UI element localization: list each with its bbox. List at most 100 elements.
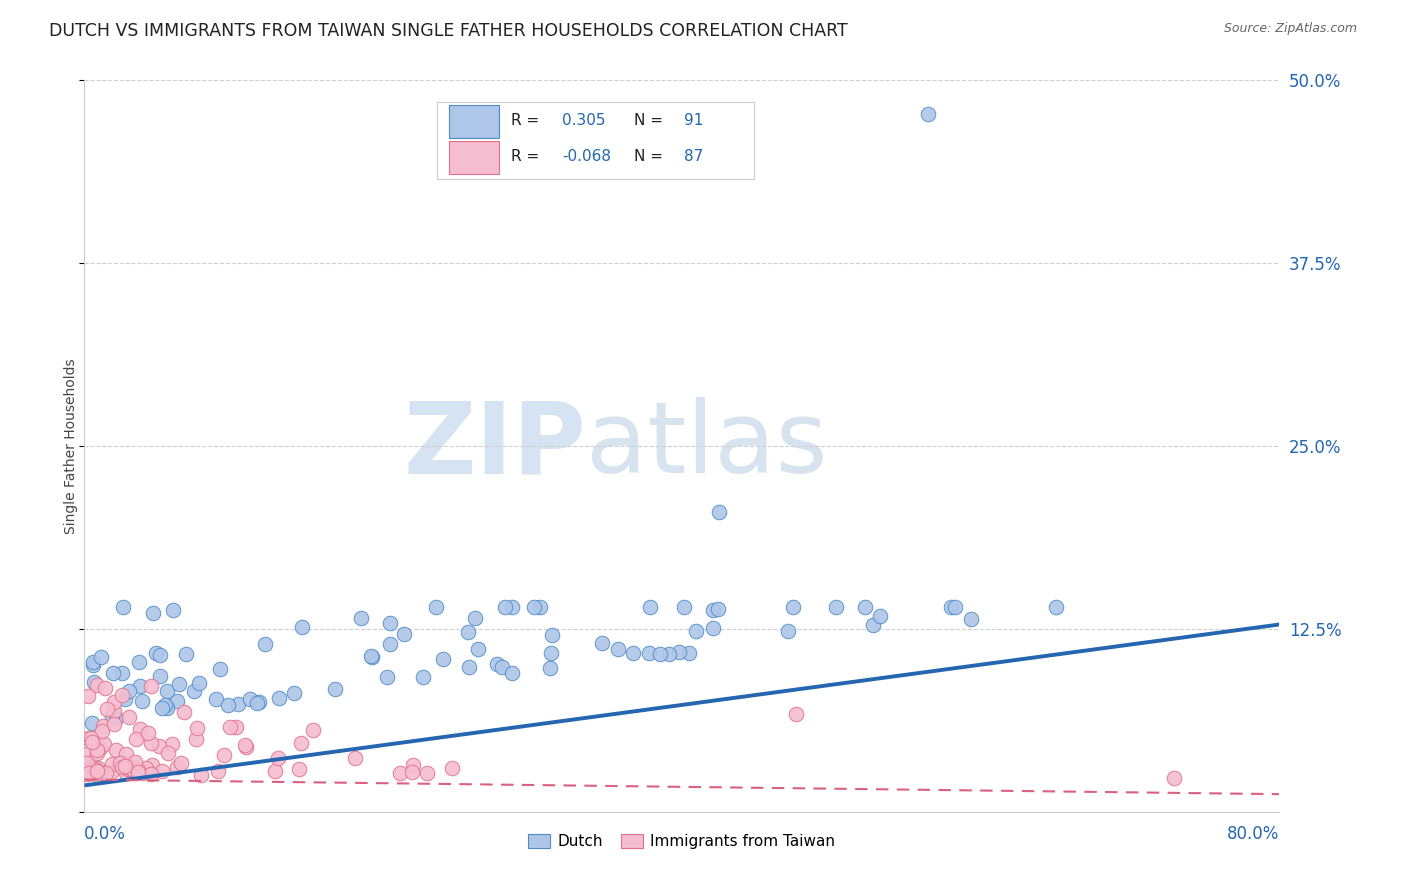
Point [76, 763, 98, 777]
Point [486, 657, 509, 671]
Point [124, 755, 146, 769]
Point [186, 732, 208, 747]
Point [166, 760, 188, 774]
Point [76, 764, 98, 779]
Point [124, 760, 146, 774]
Point [86, 678, 108, 692]
Point [412, 670, 434, 684]
Point [120, 763, 142, 777]
Point [349, 611, 371, 625]
Point [323, 682, 346, 697]
Point [343, 751, 366, 765]
Point [127, 764, 149, 778]
Point [205, 691, 228, 706]
Point [100, 708, 122, 723]
Point [89, 740, 111, 755]
Point [621, 646, 644, 660]
Point [415, 766, 437, 780]
Point [785, 707, 807, 722]
Point [290, 736, 312, 750]
Point [131, 694, 153, 708]
Point [80, 715, 103, 730]
Point [105, 743, 128, 757]
Point [378, 616, 401, 631]
Point [235, 739, 257, 754]
Point [131, 766, 153, 780]
Point [91, 723, 114, 738]
Point [782, 599, 804, 614]
Point [160, 737, 183, 751]
FancyBboxPatch shape [449, 104, 499, 138]
Point [145, 646, 167, 660]
Point [86, 747, 108, 761]
Point [169, 756, 191, 770]
Point [650, 647, 672, 661]
Y-axis label: Single Father Households: Single Father Households [65, 359, 79, 533]
Point [183, 684, 205, 698]
Text: 0.305: 0.305 [562, 112, 606, 128]
Point [141, 679, 163, 693]
Point [96, 702, 118, 716]
Text: 91: 91 [685, 112, 703, 128]
Point [301, 723, 323, 737]
Point [246, 696, 269, 710]
Point [441, 761, 464, 775]
Point [135, 761, 157, 775]
Point [150, 764, 173, 779]
Point [1045, 599, 1067, 614]
Point [90, 650, 112, 665]
Point [150, 701, 173, 715]
Point [111, 599, 134, 614]
Point [685, 624, 707, 638]
Point [219, 720, 242, 734]
Point [389, 765, 412, 780]
Text: Source: ZipAtlas.com: Source: ZipAtlas.com [1223, 22, 1357, 36]
Point [121, 762, 143, 776]
Text: R =: R = [510, 149, 540, 163]
Point [607, 642, 630, 657]
Point [153, 698, 176, 713]
Point [702, 621, 724, 635]
Point [291, 620, 314, 634]
Point [101, 756, 124, 771]
Point [709, 505, 731, 519]
Point [108, 756, 131, 770]
Point [501, 599, 523, 614]
Point [118, 683, 141, 698]
Point [523, 599, 546, 614]
Point [118, 762, 141, 776]
Point [76, 756, 98, 770]
Point [1163, 771, 1185, 785]
Point [82, 657, 104, 672]
Text: 0.0%: 0.0% [84, 825, 127, 843]
Point [111, 760, 134, 774]
Point [960, 611, 983, 625]
Point [186, 721, 208, 735]
Point [103, 695, 125, 709]
Point [501, 665, 523, 680]
Point [283, 685, 305, 699]
Point [80, 734, 103, 748]
Text: -0.068: -0.068 [562, 149, 612, 163]
Point [86, 764, 108, 778]
Point [458, 659, 481, 673]
Point [187, 676, 209, 690]
Point [226, 698, 249, 712]
Point [776, 624, 799, 639]
FancyBboxPatch shape [437, 103, 754, 179]
Point [638, 599, 661, 614]
Point [127, 764, 149, 779]
Point [825, 599, 848, 614]
Point [401, 764, 423, 779]
Point [76, 762, 98, 776]
Point [853, 599, 876, 614]
Point [136, 726, 159, 740]
Point [86, 764, 108, 778]
Point [190, 767, 212, 781]
Point [862, 618, 884, 632]
Point [941, 599, 963, 614]
Point [174, 647, 197, 661]
Point [247, 695, 270, 709]
Point [233, 738, 256, 752]
Point [668, 645, 690, 659]
